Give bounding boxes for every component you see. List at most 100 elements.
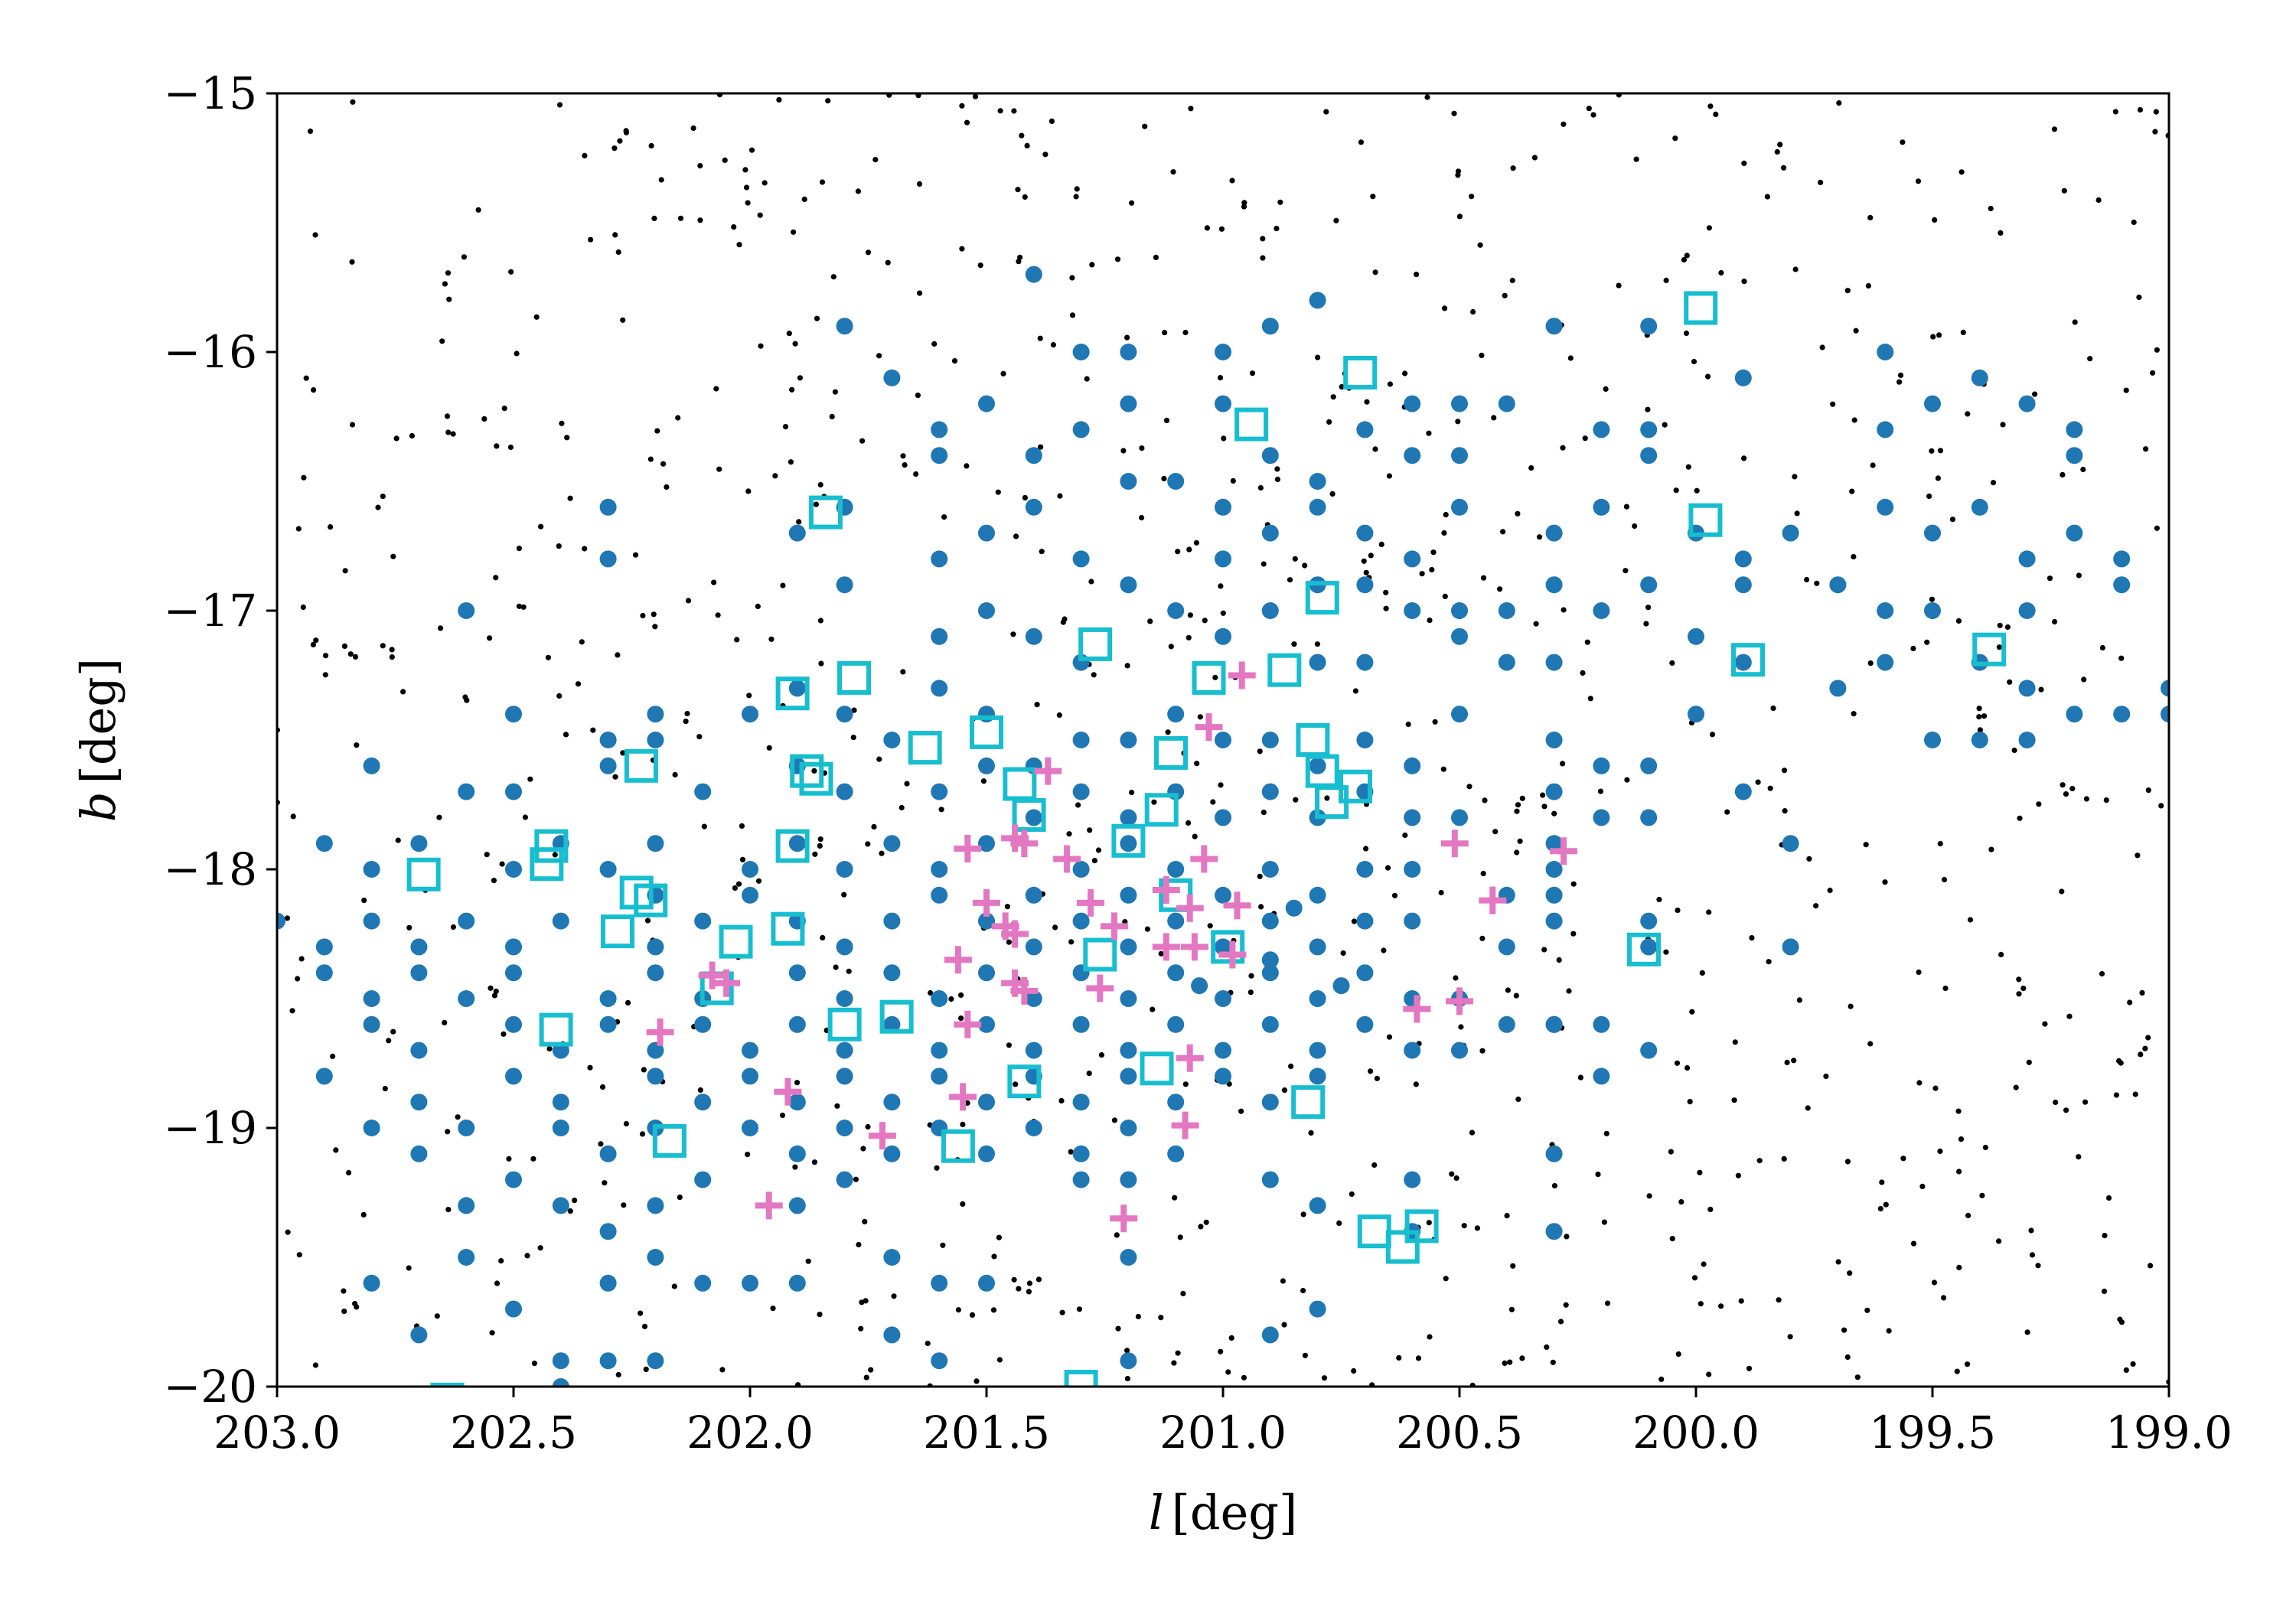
background-dot <box>1662 422 1668 428</box>
background-dot <box>1212 674 1218 680</box>
circle-point <box>1261 524 1279 542</box>
background-dot <box>651 215 657 221</box>
background-dot <box>1073 194 1079 200</box>
background-dot <box>1326 419 1332 425</box>
background-dot <box>350 99 356 105</box>
background-dot <box>801 196 807 202</box>
circle-point <box>1404 757 1421 774</box>
circle-point <box>1451 809 1468 826</box>
background-dot <box>2069 785 2076 792</box>
background-dot <box>1129 789 1135 796</box>
circle-point <box>1215 1068 1231 1085</box>
circle-point <box>1545 524 1563 542</box>
background-dot <box>972 93 979 99</box>
circle-point <box>1215 732 1231 748</box>
background-dot <box>1663 949 1669 955</box>
background-dot <box>1000 370 1006 376</box>
background-dot <box>1616 282 1622 288</box>
circle-point <box>1261 912 1279 930</box>
circle-point <box>1285 899 1303 917</box>
background-dot <box>1175 549 1181 555</box>
circle-point <box>788 835 806 852</box>
plus-point <box>1171 1111 1199 1139</box>
background-dot <box>904 781 910 787</box>
plus-point <box>1228 661 1256 689</box>
background-dot <box>1844 1159 1851 1165</box>
circle-point <box>1120 473 1137 490</box>
background-dot <box>1564 1234 1570 1240</box>
circle-point <box>363 912 380 930</box>
background-dot <box>1281 1087 1288 1094</box>
circle-point <box>978 964 995 982</box>
background-dot <box>1022 494 1028 501</box>
background-dot <box>811 768 817 774</box>
background-dot <box>445 1207 452 1213</box>
background-dot <box>713 386 719 392</box>
background-dot <box>450 431 456 437</box>
circle-point <box>1120 835 1137 852</box>
background-dot <box>1038 444 1044 450</box>
circle-point <box>1688 706 1704 723</box>
plus-point <box>1010 830 1039 858</box>
circle-point <box>1404 550 1421 568</box>
background-dot <box>1050 342 1056 348</box>
circle-point <box>788 964 806 982</box>
background-dot <box>791 229 797 235</box>
background-dot <box>520 604 527 610</box>
circle-point <box>363 1120 380 1136</box>
background-dot <box>537 1245 543 1251</box>
background-dot <box>1474 1225 1480 1231</box>
circle-point <box>277 912 285 930</box>
plus-point <box>755 1191 783 1220</box>
background-dot <box>1430 549 1437 556</box>
circle-point <box>836 783 853 800</box>
circle-point <box>1215 627 1231 645</box>
circle-point <box>788 1197 806 1214</box>
circle-point <box>1451 706 1468 723</box>
circle-point <box>1877 602 1894 619</box>
background-dot <box>342 568 348 574</box>
background-dot <box>1168 644 1174 650</box>
background-dot <box>1929 448 1935 454</box>
background-dot <box>489 1330 495 1336</box>
background-dot <box>736 242 742 248</box>
circle-point <box>1072 421 1090 438</box>
background-dot <box>1841 1327 1848 1333</box>
circle-point <box>2018 732 2036 748</box>
circle-point <box>552 1197 569 1214</box>
background-dot <box>2101 1288 2108 1295</box>
circle-point <box>883 1145 901 1162</box>
circle-point <box>978 602 995 619</box>
circle-point <box>978 1094 995 1111</box>
background-dot <box>1210 799 1216 805</box>
circle-point <box>1261 783 1279 800</box>
circle-point <box>1072 1094 1090 1111</box>
background-dot <box>1161 475 1167 482</box>
background-dot <box>1075 802 1081 808</box>
background-dot <box>1632 523 1638 530</box>
background-dot <box>361 898 367 904</box>
background-dot <box>2135 852 2141 859</box>
circle-point <box>1640 447 1658 464</box>
y-tick-label: −17 <box>164 585 257 637</box>
background-dot <box>1291 641 1297 647</box>
circle-point <box>1309 654 1326 671</box>
background-dot <box>1480 870 1486 877</box>
background-dot <box>2103 797 2109 804</box>
background-dot <box>677 215 684 221</box>
plus-point <box>949 1083 977 1111</box>
background-dot <box>796 519 802 525</box>
square-point <box>799 761 833 796</box>
background-dot <box>2032 391 2038 397</box>
background-dot <box>1787 1334 1793 1340</box>
circle-point <box>505 1015 522 1033</box>
background-dot <box>1836 100 1842 106</box>
background-dot <box>1011 108 1017 114</box>
square-point <box>406 857 441 892</box>
background-dot <box>382 1086 388 1092</box>
background-dot <box>1976 714 1982 720</box>
background-dot <box>2017 815 2023 821</box>
square-point <box>879 999 914 1034</box>
data-series <box>277 266 2169 1387</box>
